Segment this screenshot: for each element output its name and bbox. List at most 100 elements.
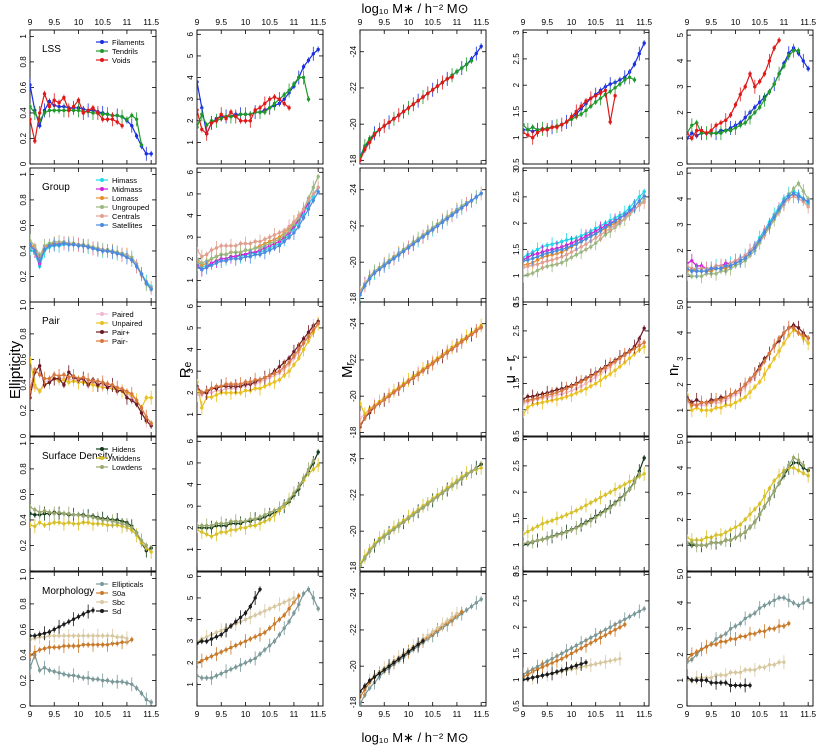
point-pair- — [105, 385, 110, 390]
point-pair- — [603, 366, 608, 370]
point-voids — [47, 104, 52, 109]
row-label: Morphology — [42, 586, 94, 597]
point-lowdens — [81, 514, 86, 518]
point-unpaired — [719, 406, 723, 410]
point-tendrils — [733, 126, 738, 130]
y-tick-label: 2.5 — [512, 191, 521, 203]
point-unpaired — [363, 412, 367, 416]
point-satellites — [360, 293, 362, 297]
point-filaments — [801, 59, 805, 63]
point-pair- — [445, 351, 449, 355]
y-tick-label: 1 — [19, 34, 28, 39]
point-lowdens — [368, 549, 372, 553]
point-pair- — [743, 382, 747, 387]
point-pair- — [301, 337, 306, 341]
point-satellites — [474, 195, 478, 199]
point-satellites — [695, 269, 699, 273]
y-tick-label: 4 — [676, 196, 685, 201]
y-tick-label: -18 — [349, 426, 358, 438]
point-tendrils — [243, 112, 248, 117]
point-pair- — [540, 394, 545, 399]
point-ellipticals — [30, 666, 32, 670]
point-unpaired — [540, 400, 545, 405]
point-hidens — [30, 511, 32, 516]
y-tick-label: 1 — [676, 135, 685, 140]
point-satellites — [762, 230, 767, 235]
y-tick-label: 0 — [676, 299, 685, 304]
point-pair- — [401, 383, 406, 387]
series-line-paired — [523, 342, 640, 406]
point-unpaired — [738, 398, 742, 402]
point-satellites — [363, 284, 367, 288]
point-ellipticals — [42, 666, 47, 670]
point-filaments — [642, 41, 646, 45]
point-voids — [205, 132, 209, 136]
point-pair- — [589, 374, 593, 379]
point-s0a — [120, 640, 124, 644]
point-satellites — [67, 242, 71, 247]
point-ungrouped — [282, 233, 286, 237]
point-filaments — [301, 65, 306, 69]
panel-frame — [196, 29, 324, 165]
point-voids — [762, 72, 767, 76]
point-filaments — [316, 47, 320, 52]
point-unpaired — [584, 387, 588, 391]
point-pair- — [796, 331, 801, 335]
point-lowdens — [594, 515, 598, 520]
point-lowdens — [372, 543, 377, 548]
point-filaments — [753, 105, 757, 110]
point-satellites — [748, 251, 752, 255]
point-filaments — [618, 78, 622, 82]
point-tendrils — [772, 82, 776, 86]
point-voids — [574, 109, 578, 114]
panel-frame — [29, 436, 157, 572]
plot-area — [30, 504, 153, 559]
point-centrals — [277, 231, 282, 235]
plot-area — [197, 173, 320, 277]
point-lowdens — [238, 519, 243, 523]
point-lowdens — [762, 504, 767, 509]
point-voids — [613, 94, 617, 98]
point-voids — [589, 96, 593, 101]
plot-area — [523, 325, 646, 418]
point-pair- — [282, 365, 286, 369]
point-centrals — [272, 233, 277, 237]
point-hidens — [316, 450, 320, 454]
point-unpaired — [545, 399, 549, 403]
point-sbc — [67, 634, 71, 638]
point-ellipticals — [71, 673, 76, 678]
point-satellites — [392, 256, 396, 261]
point-lowdens — [460, 476, 464, 481]
point-ellipticals — [96, 677, 100, 681]
point-middens — [535, 524, 540, 528]
point-satellites — [469, 198, 474, 203]
point-middens — [772, 479, 776, 483]
point-sbc — [105, 634, 110, 638]
y-tick-label: 2 — [676, 248, 685, 253]
point-tendrils — [297, 75, 301, 80]
point-centrals — [214, 246, 219, 250]
point-tendrils — [460, 66, 464, 70]
point-tendrils — [30, 104, 32, 109]
point-middens — [758, 502, 762, 506]
point-tendrils — [618, 82, 622, 86]
point-pair- — [474, 329, 478, 333]
point-lowdens — [623, 493, 627, 497]
point-voids — [277, 97, 282, 101]
x-tick-label-top: 11 — [290, 17, 299, 27]
point-middens — [30, 523, 32, 527]
x-tick-label-top: 11 — [453, 17, 462, 27]
point-pair- — [545, 393, 549, 397]
point-lowdens — [589, 518, 593, 523]
point-satellites — [197, 265, 199, 270]
point-voids — [387, 120, 391, 125]
y-tick-label: 2 — [186, 390, 195, 395]
point-unpaired — [555, 397, 559, 401]
point-tendrils — [115, 113, 119, 118]
point-ungrouped — [268, 241, 272, 246]
point-centrals — [209, 248, 214, 252]
point-pair- — [306, 330, 311, 334]
panel-frame — [359, 301, 487, 437]
point-middens — [91, 522, 95, 526]
point-satellites — [526, 258, 530, 262]
